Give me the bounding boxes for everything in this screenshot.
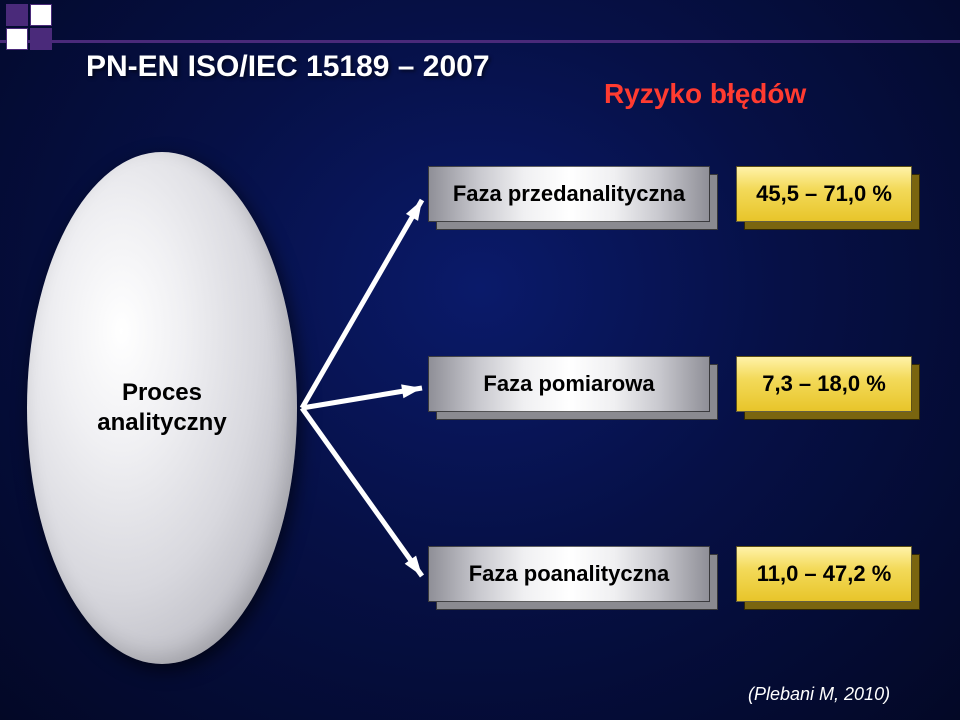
corner-square bbox=[30, 4, 52, 26]
corner-square bbox=[30, 28, 52, 50]
phase-box: Faza pomiarowa bbox=[428, 356, 710, 412]
process-ellipse-label: Proces analityczny bbox=[97, 378, 226, 438]
process-ellipse-line1: Proces bbox=[122, 379, 202, 406]
phase-box-label: Faza poanalityczna bbox=[428, 546, 710, 602]
header-rule bbox=[0, 40, 960, 43]
phase-box-label: Faza pomiarowa bbox=[428, 356, 710, 412]
citation-text: (Plebani M, 2010) bbox=[748, 684, 890, 705]
process-ellipse: Proces analityczny bbox=[27, 152, 297, 664]
process-ellipse-line2: analityczny bbox=[97, 409, 226, 436]
phase-box: Faza poanalityczna bbox=[428, 546, 710, 602]
value-box-label: 7,3 – 18,0 % bbox=[736, 356, 912, 412]
phase-box-label: Faza przedanalityczna bbox=[428, 166, 710, 222]
value-box: 7,3 – 18,0 % bbox=[736, 356, 912, 412]
phase-box: Faza przedanalityczna bbox=[428, 166, 710, 222]
page-subtitle: Ryzyko błędów bbox=[604, 78, 806, 110]
value-box-label: 11,0 – 47,2 % bbox=[736, 546, 912, 602]
corner-decoration bbox=[0, 0, 160, 52]
value-box: 11,0 – 47,2 % bbox=[736, 546, 912, 602]
value-box: 45,5 – 71,0 % bbox=[736, 166, 912, 222]
corner-square bbox=[6, 4, 28, 26]
value-box-label: 45,5 – 71,0 % bbox=[736, 166, 912, 222]
page-title: PN-EN ISO/IEC 15189 – 2007 bbox=[86, 50, 490, 84]
corner-square bbox=[6, 28, 28, 50]
